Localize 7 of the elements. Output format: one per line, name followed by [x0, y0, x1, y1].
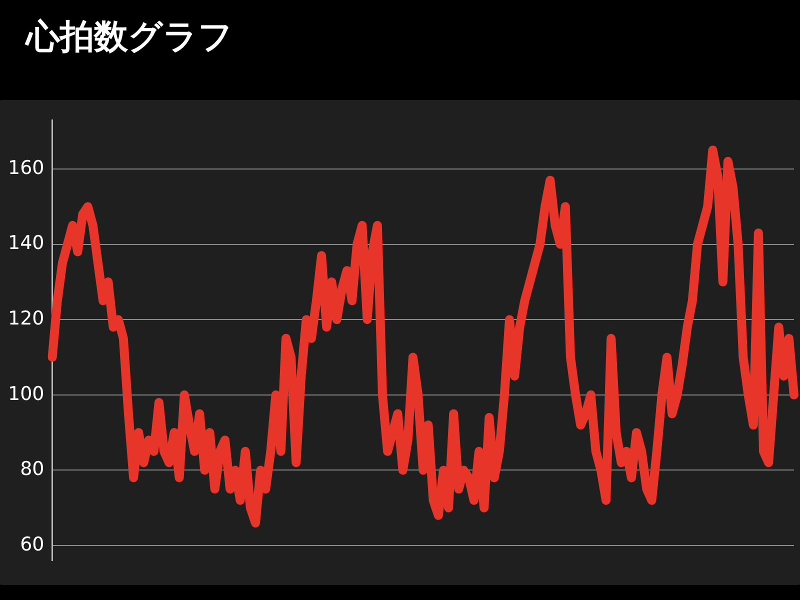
- y-tick-label: 100: [8, 382, 44, 405]
- y-tick-label: 140: [8, 232, 44, 254]
- chart-title: 心拍数グラフ: [26, 16, 233, 59]
- y-tick-label: 120: [8, 308, 44, 330]
- y-tick-label: 60: [20, 533, 44, 556]
- y-tick-label: 160: [8, 156, 44, 179]
- y-tick-label: 80: [20, 458, 44, 480]
